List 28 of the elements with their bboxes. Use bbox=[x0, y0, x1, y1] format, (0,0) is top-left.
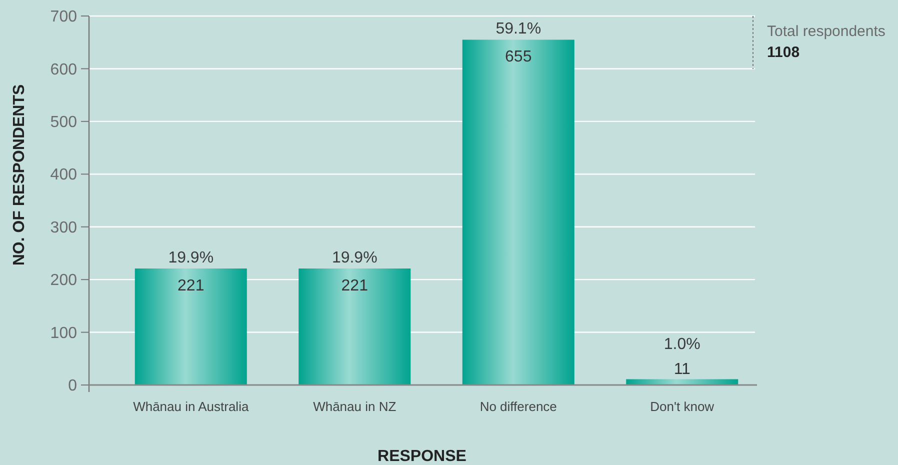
y-tick-label: 200 bbox=[50, 272, 78, 290]
bar bbox=[298, 268, 411, 385]
data-label: 655 bbox=[505, 48, 532, 66]
data-label: 11 bbox=[674, 361, 691, 378]
bar bbox=[134, 268, 247, 385]
y-tick-label: 500 bbox=[50, 114, 78, 132]
x-tick-label: Whānau in NZ bbox=[313, 399, 396, 414]
bar bbox=[626, 379, 738, 385]
y-tick-label: 700 bbox=[50, 8, 78, 26]
x-axis-title: RESPONSE bbox=[378, 448, 467, 465]
y-axis-title: NO. OF RESPONDENTS bbox=[11, 84, 28, 266]
annotation: 19.9% bbox=[332, 250, 378, 266]
annotation: 59.1% bbox=[496, 20, 542, 38]
annotation: 19.9% bbox=[168, 250, 214, 266]
text: Total respondents bbox=[767, 23, 886, 40]
y-tick-label: 0 bbox=[68, 378, 78, 395]
x-tick-label: Whānau in Australia bbox=[133, 399, 250, 414]
y-tick-label: 300 bbox=[50, 219, 78, 236]
y-tick-label: 400 bbox=[50, 166, 78, 184]
annotation: 1.0% bbox=[664, 336, 700, 354]
x-tick-label: Don't know bbox=[650, 399, 715, 414]
y-tick-label: 600 bbox=[50, 61, 78, 78]
bar bbox=[462, 40, 574, 385]
data-label: 221 bbox=[341, 278, 368, 294]
text: 1108 bbox=[767, 44, 800, 61]
data-label: 221 bbox=[178, 278, 204, 294]
x-tick-label: No difference bbox=[480, 399, 557, 414]
y-tick-label: 100 bbox=[50, 324, 78, 342]
